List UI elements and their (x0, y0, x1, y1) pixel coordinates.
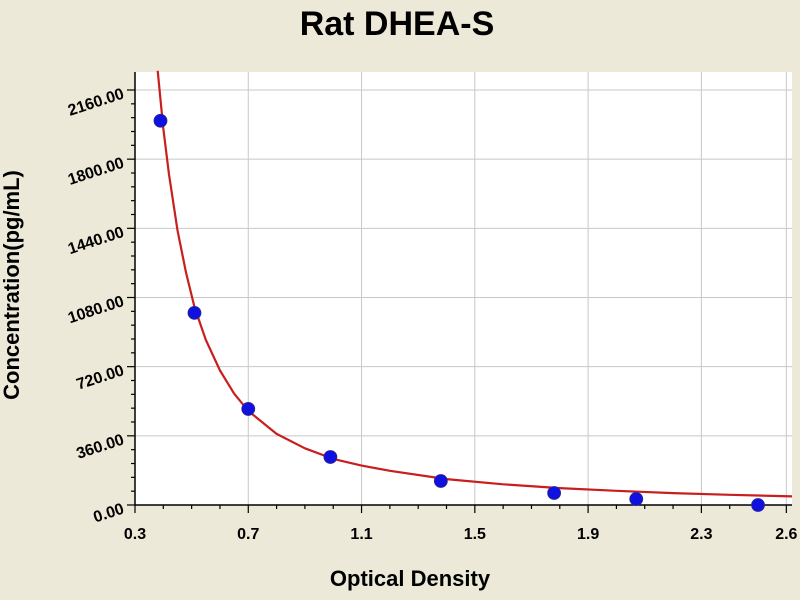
data-point (751, 498, 765, 512)
grid (135, 72, 792, 505)
x-tick-label: 1.9 (577, 526, 599, 543)
x-tick-label: 2.3 (690, 526, 712, 543)
plot-background (135, 72, 792, 505)
y-tick-label: 720.00 (74, 362, 126, 393)
data-point (433, 474, 448, 488)
data-point (187, 305, 202, 320)
x-tick-label: 0.3 (124, 526, 146, 543)
x-tick-label: 1.1 (350, 526, 372, 543)
x-tick-label: 0.7 (237, 526, 259, 543)
x-tick-label: 2.6 (775, 526, 797, 543)
y-tick-label: 360.00 (74, 431, 126, 462)
chart-title: Rat DHEA-S (300, 5, 495, 43)
y-tick-label: 1080.00 (66, 293, 126, 327)
y-axis-ticks: 0.00 360.00 720.00 1080.00 1440.00 1800.00 216… (66, 86, 135, 527)
x-tick-label: 1.5 (464, 526, 486, 543)
data-point (323, 450, 338, 464)
data-point (547, 486, 562, 500)
y-tick-label: 1440.00 (66, 224, 126, 258)
x-axis-ticks: 0.3 0.7 1.1 1.5 1.9 2.3 2.6 (124, 505, 798, 543)
x-axis-label: Optical Density (330, 566, 491, 591)
data-point (241, 402, 256, 416)
y-tick-label: 0.00 (91, 501, 126, 527)
series-layer (153, 70, 793, 512)
fit-curve-line (156, 70, 793, 498)
data-point (629, 492, 644, 506)
y-axis-label: Concentration(pg/mL) (0, 170, 24, 400)
y-tick-label: 1800.00 (66, 155, 126, 189)
axes (134, 72, 792, 506)
y-tick-label: 2160.00 (66, 86, 126, 120)
data-point (153, 113, 168, 128)
